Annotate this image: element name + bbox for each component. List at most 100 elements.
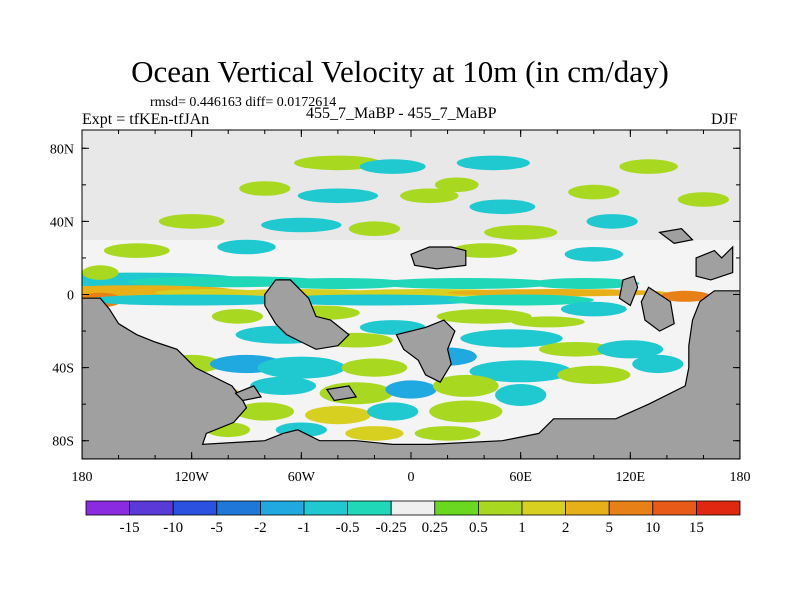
colorbar-label: 1 <box>518 520 526 536</box>
field-patch <box>469 199 536 215</box>
field-patch <box>557 365 631 384</box>
colorbar-box <box>521 500 566 516</box>
field-patch <box>400 188 459 204</box>
field-patch <box>659 290 711 302</box>
colorbar-label: -15 <box>120 520 140 536</box>
colorbar-box <box>608 500 654 516</box>
land-mass <box>395 319 456 383</box>
field-patch <box>374 278 558 289</box>
colorbar-label: 15 <box>689 520 704 536</box>
field-patch <box>239 181 291 196</box>
colorbar-label: -0.5 <box>336 520 360 536</box>
colorbar-box <box>303 500 348 516</box>
field-patch <box>367 402 419 421</box>
field-patch <box>677 192 730 207</box>
x-tick-label: 180 <box>72 470 93 485</box>
center-label: 455_7_MaBP - 455_7_MaBP <box>306 105 497 122</box>
colorbar-box <box>696 500 741 516</box>
field-patch <box>436 309 532 324</box>
colorbar-box <box>434 500 479 516</box>
colorbar: -15 -10 -5 -2 -1 -0.5 -0.25 0.25 0.5 1 2 5 10 15 <box>85 500 741 536</box>
colorbar-box <box>85 500 130 516</box>
field-patch <box>345 426 404 441</box>
field-patch <box>495 384 547 406</box>
field-patch <box>586 214 638 229</box>
field-patch <box>235 402 294 421</box>
field-patch <box>429 400 503 423</box>
field-patch <box>434 177 479 193</box>
field-patch <box>82 294 302 306</box>
field-patch <box>261 217 342 233</box>
land-mass <box>640 286 675 332</box>
field-patch <box>511 316 585 328</box>
field-patch <box>359 159 426 174</box>
x-tick-label: 180 <box>730 470 751 485</box>
field-patch <box>447 294 594 306</box>
x-tick-label: 0 <box>408 470 415 485</box>
land-mass <box>82 290 740 459</box>
field-patch <box>432 374 499 397</box>
field-patch <box>297 188 379 204</box>
chart-title: Ocean Vertical Velocity at 10m (in cm/da… <box>131 54 669 89</box>
colorbar-label: 0.5 <box>469 520 488 536</box>
field-patch <box>264 278 411 289</box>
x-tick-label: 120E <box>616 470 646 485</box>
field-patch <box>250 376 316 395</box>
colorbar-box <box>347 500 392 516</box>
stats-line: rmsd= 0.446163 diff= 0.0172614 <box>150 95 337 110</box>
y-tick-label: 40S <box>52 362 74 377</box>
experiment-label: Expt = tfKEn-tfJAn <box>82 111 210 128</box>
field-patch <box>460 329 563 348</box>
colorbar-box <box>172 500 218 516</box>
field-patch <box>560 301 627 317</box>
land-mask <box>82 228 740 459</box>
field-patch <box>82 265 119 280</box>
colorbar-label: -10 <box>163 520 183 536</box>
y-axis: 80N 40N 0 40S 80S <box>50 142 740 450</box>
field-patch <box>451 243 517 258</box>
field-patch <box>484 225 558 240</box>
field-patch <box>564 247 623 262</box>
field-patch <box>447 289 667 297</box>
land-mass <box>618 275 639 307</box>
colorbar-box <box>652 500 697 516</box>
field-patch <box>348 221 400 236</box>
land-mass <box>695 245 734 281</box>
field-patch <box>469 360 572 383</box>
y-tick-label: 40N <box>50 215 74 230</box>
land-mass <box>264 279 350 350</box>
colorbar-label: -0.25 <box>376 520 407 536</box>
x-tick-label: 120W <box>175 470 210 485</box>
land-mass <box>410 246 467 270</box>
y-tick-label: 80S <box>52 435 74 450</box>
colorbar-label: 5 <box>605 520 613 536</box>
field-patch <box>619 159 678 174</box>
colorbar-box <box>390 500 436 516</box>
field-patch <box>211 309 263 324</box>
field-patch <box>264 294 485 306</box>
field-patch <box>597 340 664 359</box>
field-patch <box>385 380 437 399</box>
field-patch <box>568 184 620 200</box>
colorbar-label: -2 <box>254 520 267 536</box>
field-patch <box>305 406 371 425</box>
colorbar-box <box>259 500 305 516</box>
field-patch <box>632 354 684 374</box>
land-mass <box>325 385 358 402</box>
y-tick-label: 0 <box>67 289 74 304</box>
colorbar-label: 10 <box>645 520 660 536</box>
land-mass <box>658 228 694 244</box>
land-mass <box>234 385 263 402</box>
field-patch <box>538 342 613 357</box>
colorbar-label: -5 <box>211 520 224 536</box>
field-patch <box>103 243 170 258</box>
colorbar-box <box>565 500 610 516</box>
x-axis: 180 120W 60W 0 60E 120E 180 <box>72 130 751 485</box>
colorbar-label: 2 <box>562 520 570 536</box>
colorbar-box <box>216 500 261 516</box>
field-patch <box>257 356 346 379</box>
field-patch <box>414 426 481 441</box>
colorbar-box <box>129 500 174 516</box>
field-patch <box>217 239 276 255</box>
